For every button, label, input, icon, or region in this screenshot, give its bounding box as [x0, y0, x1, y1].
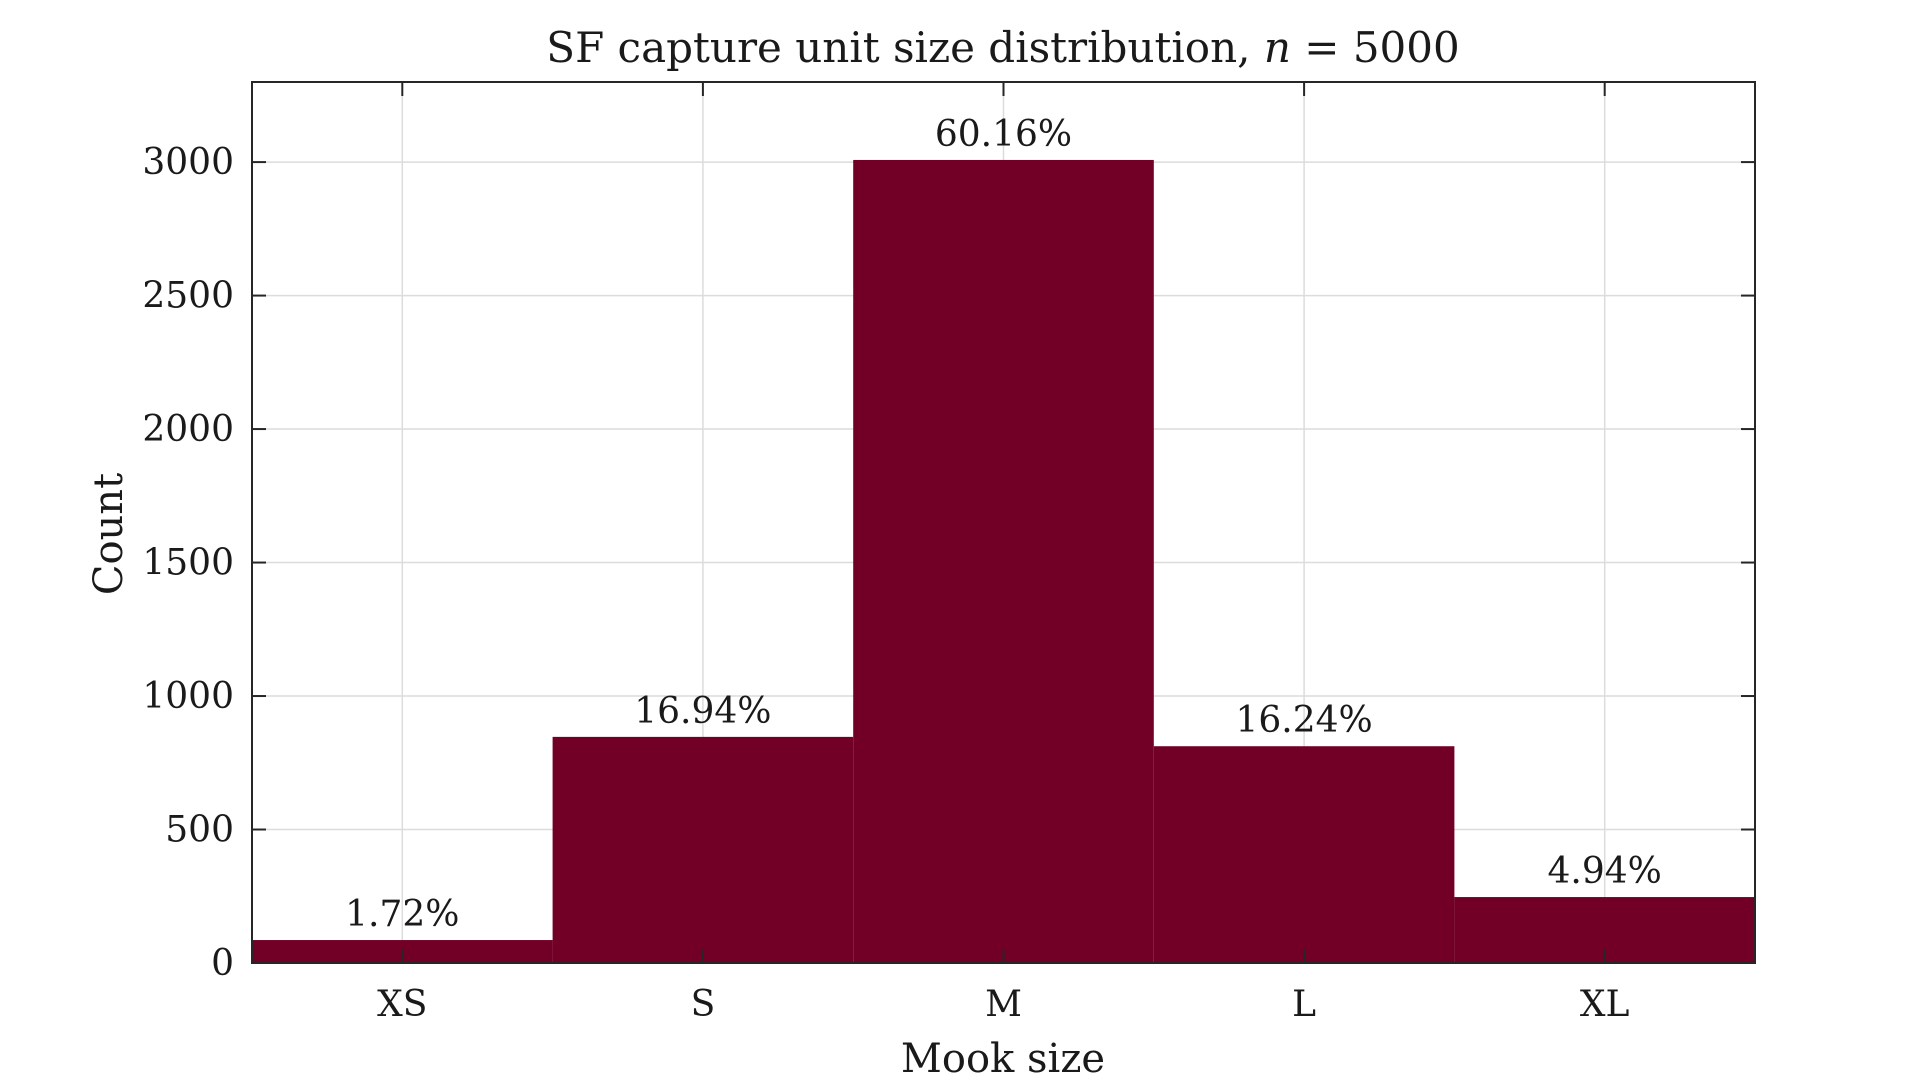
data-label-s: 16.94%: [634, 691, 771, 732]
y-tick-labels: 0 500 1000 1500 2000 2500 3000: [142, 142, 234, 984]
y-tick-label: 2000: [142, 409, 234, 450]
data-label-xs: 1.72%: [345, 894, 459, 935]
x-tick-label: XL: [1580, 984, 1630, 1025]
data-labels: 1.72% 16.94% 60.16% 16.24% 4.94%: [345, 114, 1662, 935]
bars: [252, 159, 1755, 964]
bar-m: [853, 159, 1154, 964]
y-tick-label: 500: [165, 810, 234, 851]
chart-title: SF capture unit size distribution, n = 5…: [546, 23, 1459, 72]
x-axis-label: Mook size: [901, 1036, 1105, 1080]
bar-s: [552, 736, 854, 963]
x-tick-labels: XS S M L XL: [377, 984, 1629, 1025]
x-tick-label: M: [985, 984, 1022, 1025]
y-tick-label: 1000: [142, 676, 234, 717]
data-label-m: 60.16%: [935, 114, 1072, 155]
data-label-l: 16.24%: [1235, 700, 1372, 741]
data-label-xl: 4.94%: [1548, 851, 1662, 892]
axes-frame: [251, 81, 1756, 964]
chart-title-suffix: = 5000: [1291, 23, 1460, 72]
y-tick-label: 1500: [142, 543, 234, 584]
y-tick-label: 2500: [142, 276, 234, 317]
x-tick-label: S: [691, 984, 716, 1025]
bar-l: [1153, 746, 1455, 963]
y-tick-label: 3000: [142, 142, 234, 183]
y-tick-label: 0: [211, 943, 234, 984]
x-tick-label: XS: [377, 984, 427, 1025]
chart-title-variable: n: [1264, 23, 1291, 72]
y-axis-label: Count: [86, 473, 132, 595]
chart-title-prefix: SF capture unit size distribution,: [546, 23, 1264, 72]
x-tick-label: L: [1292, 984, 1316, 1025]
